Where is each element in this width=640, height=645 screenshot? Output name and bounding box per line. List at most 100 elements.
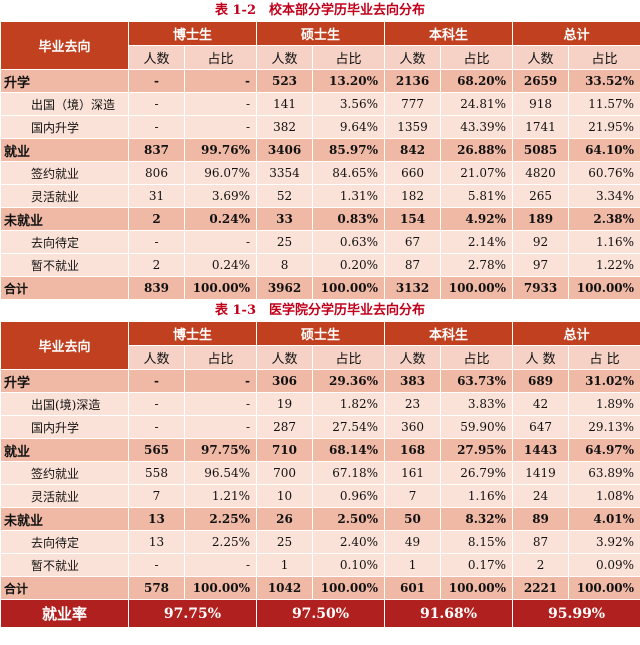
ratio-cell: 4.01% (568, 507, 640, 531)
ratio-cell: 85.97% (312, 138, 386, 162)
ratio-cell: 60.76% (568, 161, 640, 185)
count-cell: 1443 (512, 438, 570, 462)
count-cell: 2 (512, 553, 570, 577)
count-cell: 839 (128, 276, 185, 300)
count-cell: 31 (128, 184, 185, 208)
count-cell: 2 (128, 207, 185, 231)
subheader-count: 人数 (384, 345, 442, 370)
count-cell: 265 (512, 184, 570, 208)
employment-rate-master: 97.50% (256, 599, 386, 628)
count-cell: 92 (512, 230, 570, 254)
ratio-cell: 63.73% (440, 369, 514, 393)
ratio-cell: 0.83% (312, 207, 386, 231)
count-cell: 67 (384, 230, 442, 254)
row-label: 出国（境）深造 (0, 92, 129, 116)
count-cell: 33 (256, 207, 314, 231)
header-group-phd: 博士生 (127, 321, 258, 346)
row-label: 合计 (0, 576, 129, 600)
table-row: 去向待定 13 2.25% 25 2.40% 49 8.15% 87 3.92% (0, 530, 640, 554)
ratio-cell: 4.92% (440, 207, 514, 231)
header-group-bachelor: 本科生 (384, 321, 514, 346)
count-cell: 154 (384, 207, 442, 231)
ratio-cell: 21.95% (568, 115, 640, 139)
count-cell: 837 (128, 138, 185, 162)
table-row: 灵活就业 7 1.21% 10 0.96% 7 1.16% 24 1.08% (0, 484, 640, 508)
count-cell: 13 (128, 530, 185, 554)
count-cell: 383 (384, 369, 442, 393)
count-cell: - (128, 230, 185, 254)
count-cell: 3354 (256, 161, 314, 185)
ratio-cell: 3.56% (312, 92, 386, 116)
header-group-master: 硕士生 (256, 321, 386, 346)
ratio-cell: 2.40% (312, 530, 386, 554)
ratio-cell: 64.10% (568, 138, 640, 162)
subheader-ratio: 占比 (183, 45, 258, 70)
ratio-cell: 0.24% (183, 207, 258, 231)
table-row: 签约就业 806 96.07% 3354 84.65% 660 21.07% 4820 60.7… (0, 161, 640, 185)
ratio-cell: 3.34% (568, 184, 640, 208)
table-body: 升学 - -306 29.36% 383 63.73% 689 31.02% 出国(境)深造 - -… (0, 369, 640, 600)
ratio-cell: 0.10% (312, 553, 386, 577)
table-row: 出国(境)深造 - -19 1.82% 23 3.83% 42 1.89% (0, 392, 640, 416)
ratio-cell: 1.16% (568, 230, 640, 254)
count-cell: 806 (128, 161, 185, 185)
count-cell: 19 (256, 392, 314, 416)
ratio-cell: 1.31% (312, 184, 386, 208)
ratio-cell: - (183, 369, 258, 393)
subheader-count: 人数 (384, 45, 442, 70)
row-label: 升学 (0, 69, 129, 93)
header-group-phd: 博士生 (127, 21, 258, 46)
count-cell: - (128, 553, 185, 577)
count-cell: 25 (256, 230, 314, 254)
ratio-cell: - (183, 69, 258, 93)
count-cell: 1741 (512, 115, 570, 139)
count-cell: 660 (384, 161, 442, 185)
ratio-cell: 8.32% (440, 507, 514, 531)
count-cell: 24 (512, 484, 570, 508)
ratio-cell: 11.57% (568, 92, 640, 116)
ratio-cell: - (183, 415, 258, 439)
header-group-total: 总计 (512, 321, 640, 346)
table-row: 暂不就业 2 0.24% 8 0.20% 87 2.78% 97 1.22% (0, 253, 640, 277)
count-cell: 306 (256, 369, 314, 393)
count-cell: 601 (384, 576, 442, 600)
row-label: 国内升学 (0, 115, 129, 139)
ratio-cell: 31.02% (568, 369, 640, 393)
count-cell: 360 (384, 415, 442, 439)
subheader-count: 人数 (512, 45, 570, 70)
count-cell: 23 (384, 392, 442, 416)
header-group-master: 硕士生 (256, 21, 386, 46)
ratio-cell: 27.54% (312, 415, 386, 439)
count-cell: 1419 (512, 461, 570, 485)
ratio-cell: 100.00% (183, 576, 258, 600)
ratio-cell: - (183, 115, 258, 139)
count-cell: 523 (256, 69, 314, 93)
table-row: 去向待定 - -25 0.63% 67 2.14% 92 1.16% (0, 230, 640, 254)
ratio-cell: 29.13% (568, 415, 640, 439)
ratio-cell: 100.00% (440, 576, 514, 600)
count-cell: - (128, 415, 185, 439)
table-1-2-main-campus: 毕业去向 博士生 硕士生 本科生 总计 人数 占比 人数 占比 人数 占比 人数… (0, 21, 640, 300)
count-cell: 7 (384, 484, 442, 508)
ratio-cell: 67.18% (312, 461, 386, 485)
ratio-cell: - (183, 392, 258, 416)
header-group-total: 总计 (512, 21, 640, 46)
count-cell: 168 (384, 438, 442, 462)
ratio-cell: 21.07% (440, 161, 514, 185)
ratio-cell: 0.09% (568, 553, 640, 577)
subheader-count: 人 数 (512, 345, 570, 370)
caption-table-1-3: 表 1-3 医学院分学历毕业去向分布 (214, 303, 425, 318)
row-label: 出国(境)深造 (0, 392, 129, 416)
count-cell: 565 (128, 438, 185, 462)
count-cell: 842 (384, 138, 442, 162)
row-label: 国内升学 (0, 415, 129, 439)
ratio-cell: 1.22% (568, 253, 640, 277)
employment-rate-label: 就业率 (0, 599, 129, 628)
row-label: 合计 (0, 276, 129, 300)
count-cell: 4820 (512, 161, 570, 185)
ratio-cell: 26.79% (440, 461, 514, 485)
ratio-cell: 1.21% (183, 484, 258, 508)
table-1-3-medical-school: 毕业去向 博士生 硕士生 本科生 总计 人数 占比 人数 占比 人数 占比 人 … (0, 321, 640, 628)
header-group-bachelor: 本科生 (384, 21, 514, 46)
subheader-count: 人数 (256, 45, 314, 70)
